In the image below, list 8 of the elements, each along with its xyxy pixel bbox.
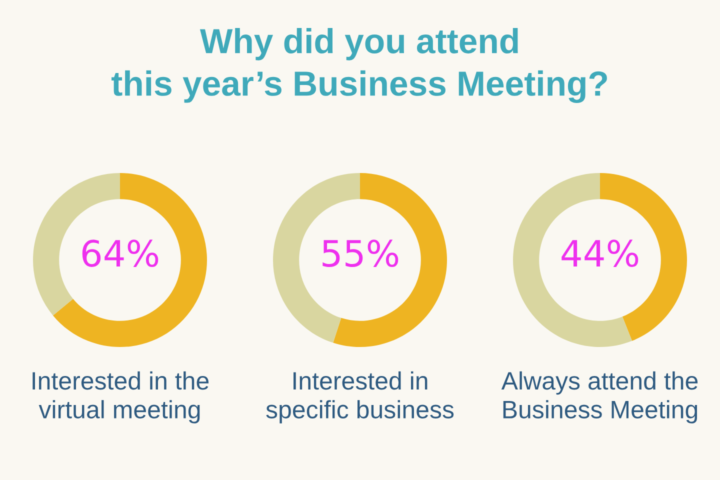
text: Interested in the virtual meeting xyxy=(32,371,209,424)
data-label: 55% xyxy=(322,240,398,267)
donut-slice xyxy=(52,173,207,347)
data-label: 64% xyxy=(82,240,158,267)
text: Interested in specific business xyxy=(266,371,454,424)
text: Always attend the Business Meeting xyxy=(501,371,698,424)
text: Why did you attend this year’s Business Meeting? xyxy=(112,28,607,103)
data-label: 44% xyxy=(562,240,638,267)
